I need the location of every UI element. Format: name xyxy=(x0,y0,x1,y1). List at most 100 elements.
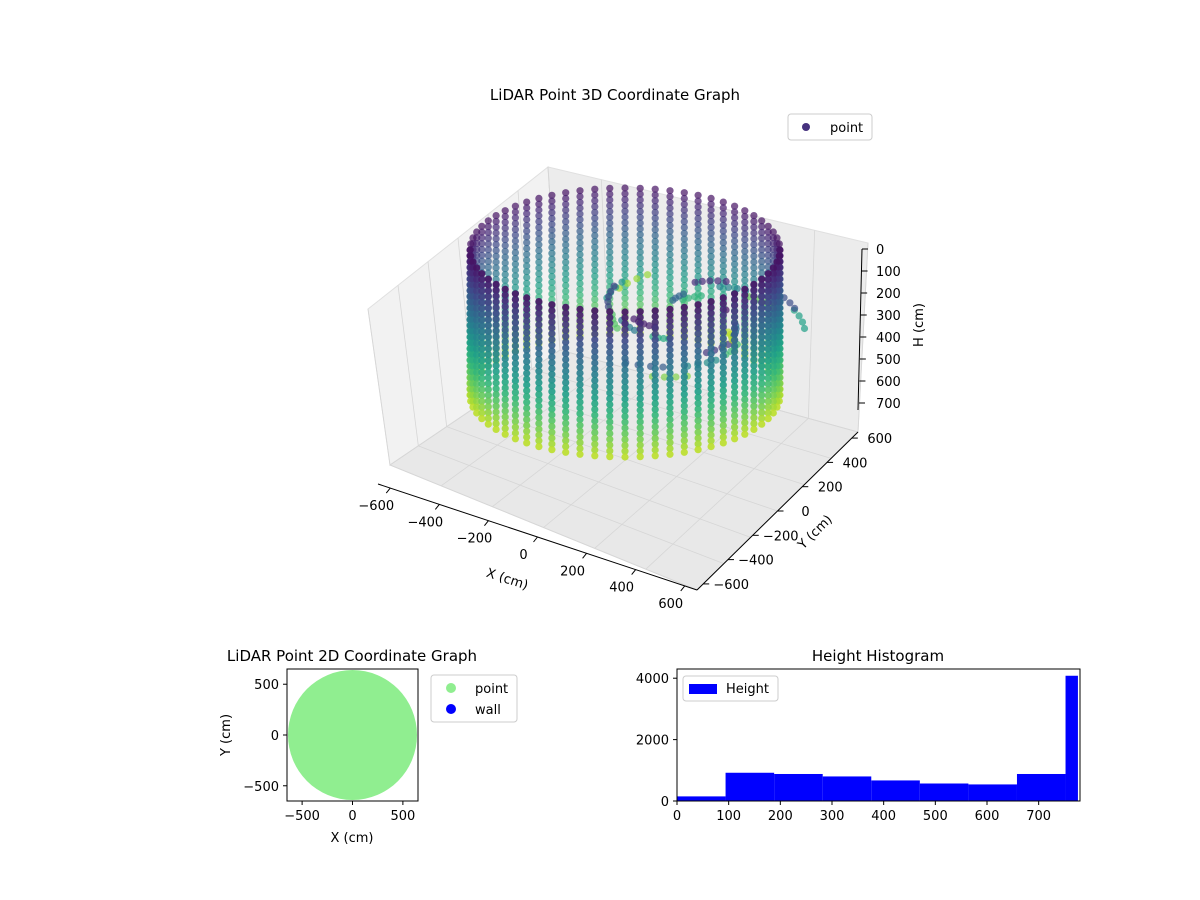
point-3d xyxy=(741,218,749,226)
point-3d xyxy=(473,386,481,394)
point-3d xyxy=(680,390,688,398)
point-3d xyxy=(621,325,629,333)
point-3d xyxy=(478,403,486,411)
point-3d xyxy=(680,402,688,410)
point-3d xyxy=(523,227,531,235)
point-3d xyxy=(758,246,766,254)
point-3d xyxy=(750,327,758,335)
point-3d xyxy=(478,374,486,382)
point-3d xyxy=(750,408,758,416)
point-3d xyxy=(769,305,777,313)
point-3d xyxy=(511,278,519,286)
point-3d xyxy=(591,452,599,460)
point-3d xyxy=(548,440,556,448)
point-3d xyxy=(719,268,727,276)
point-3d xyxy=(535,431,543,439)
point-3d xyxy=(750,258,758,266)
point-3d xyxy=(469,258,477,266)
point-3d xyxy=(798,318,807,326)
point-3d xyxy=(501,378,509,386)
point-3d xyxy=(473,305,481,313)
point-3d xyxy=(666,352,674,360)
point-3d xyxy=(651,371,659,379)
point-3d xyxy=(621,207,629,215)
point-3d xyxy=(523,439,531,447)
point-3d xyxy=(680,264,688,272)
point-3d xyxy=(591,446,599,454)
point-3d xyxy=(719,250,727,258)
x-tick-label-histogram: 200 xyxy=(768,809,793,824)
point-3d xyxy=(651,243,659,251)
point-3d xyxy=(769,276,777,284)
point-3d xyxy=(492,286,500,294)
point-3d xyxy=(680,448,688,456)
point-3d xyxy=(764,299,772,307)
point-3d xyxy=(731,319,739,327)
point-3d xyxy=(621,383,629,391)
point-3d xyxy=(666,192,674,201)
point-3d xyxy=(548,422,556,431)
y-tick-label-3d: −200 xyxy=(763,529,799,544)
point-3d xyxy=(473,374,481,382)
point-3d xyxy=(621,248,629,256)
point-3d xyxy=(694,306,702,315)
point-3d xyxy=(707,229,715,237)
point-3d xyxy=(636,219,644,227)
point-3d xyxy=(680,367,688,375)
point-3d xyxy=(511,388,519,396)
point-3d xyxy=(750,350,758,358)
point-3d xyxy=(576,352,584,360)
point-3d xyxy=(535,247,543,255)
point-3d xyxy=(501,413,509,421)
point-3d xyxy=(511,214,519,222)
point-3d xyxy=(484,391,492,399)
point-3d xyxy=(680,361,688,369)
point-3d xyxy=(562,247,570,255)
point-3d xyxy=(719,358,727,366)
x-tick-mark-3d xyxy=(533,536,538,543)
point-3d xyxy=(731,249,739,257)
point-3d xyxy=(758,333,766,341)
point-3d xyxy=(741,361,749,369)
point-3d xyxy=(666,398,674,406)
point-3d xyxy=(764,257,772,265)
point-3d xyxy=(707,373,715,381)
point-3d xyxy=(719,233,727,241)
point-3d xyxy=(562,309,570,317)
point-3d xyxy=(548,272,556,281)
point-3d xyxy=(636,300,644,308)
point-3d xyxy=(636,242,644,250)
point-3d xyxy=(764,386,772,394)
point-3d xyxy=(562,276,570,284)
point-3d xyxy=(694,335,702,344)
point-3d xyxy=(473,392,481,400)
legend-3d: point xyxy=(787,113,873,141)
point-3d xyxy=(666,245,674,253)
z-tick-label-3d: 300 xyxy=(876,309,901,324)
point-3d xyxy=(707,443,715,451)
point-3d xyxy=(523,427,531,435)
point-3d xyxy=(576,262,584,270)
point-3d xyxy=(694,382,702,390)
point-3d xyxy=(680,332,688,340)
point-3d xyxy=(511,377,519,385)
point-3d xyxy=(680,258,688,266)
point-3d xyxy=(548,197,556,205)
point-3d xyxy=(621,331,629,339)
point-3d xyxy=(741,332,749,340)
point-3d xyxy=(473,316,481,324)
point-3d xyxy=(731,301,739,309)
point-3d xyxy=(707,396,715,404)
point-3d xyxy=(473,403,481,411)
point-3d xyxy=(484,246,492,254)
point-3d xyxy=(707,425,715,433)
point-3d xyxy=(478,362,486,371)
point-3d xyxy=(764,304,772,313)
point-3d xyxy=(535,350,543,358)
point-3d xyxy=(576,415,584,424)
point-3d xyxy=(651,301,659,309)
point-3d xyxy=(501,207,509,215)
point-3d xyxy=(731,365,739,373)
point-3d xyxy=(562,442,570,451)
point-3d xyxy=(511,220,519,228)
